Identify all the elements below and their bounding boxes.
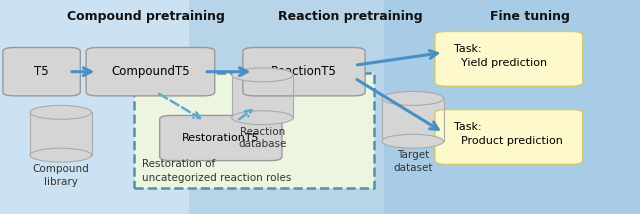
Text: Reaction pretraining: Reaction pretraining <box>278 10 423 23</box>
Ellipse shape <box>30 106 92 119</box>
Text: Yield prediction: Yield prediction <box>454 58 547 68</box>
Text: Reaction
database: Reaction database <box>238 127 287 149</box>
Text: Restoration of
uncategorized reaction roles: Restoration of uncategorized reaction ro… <box>142 159 291 183</box>
FancyBboxPatch shape <box>243 48 365 96</box>
Bar <box>384 0 640 214</box>
Bar <box>30 112 92 155</box>
FancyBboxPatch shape <box>86 48 215 96</box>
Bar <box>382 98 444 141</box>
Ellipse shape <box>232 68 293 82</box>
Text: Task:: Task: <box>454 44 482 54</box>
FancyBboxPatch shape <box>435 31 583 86</box>
Text: Compound pretraining: Compound pretraining <box>67 10 225 23</box>
FancyBboxPatch shape <box>3 48 81 96</box>
Text: CompoundT5: CompoundT5 <box>111 65 189 78</box>
FancyBboxPatch shape <box>159 116 282 160</box>
Text: T5: T5 <box>35 65 49 78</box>
FancyBboxPatch shape <box>134 73 374 188</box>
Text: Compound
library: Compound library <box>33 164 89 187</box>
Text: Fine tuning: Fine tuning <box>490 10 570 23</box>
Bar <box>189 0 384 214</box>
FancyBboxPatch shape <box>435 110 583 164</box>
Text: Task:: Task: <box>454 122 482 132</box>
Ellipse shape <box>382 92 444 106</box>
Text: Target
dataset: Target dataset <box>393 150 433 173</box>
Ellipse shape <box>232 111 293 125</box>
Ellipse shape <box>30 148 92 162</box>
Ellipse shape <box>382 134 444 148</box>
Text: ReactionT5: ReactionT5 <box>271 65 337 78</box>
Bar <box>232 75 293 118</box>
Text: Product prediction: Product prediction <box>454 136 563 146</box>
Bar <box>0 0 189 214</box>
Text: RestorationT5: RestorationT5 <box>182 133 260 143</box>
